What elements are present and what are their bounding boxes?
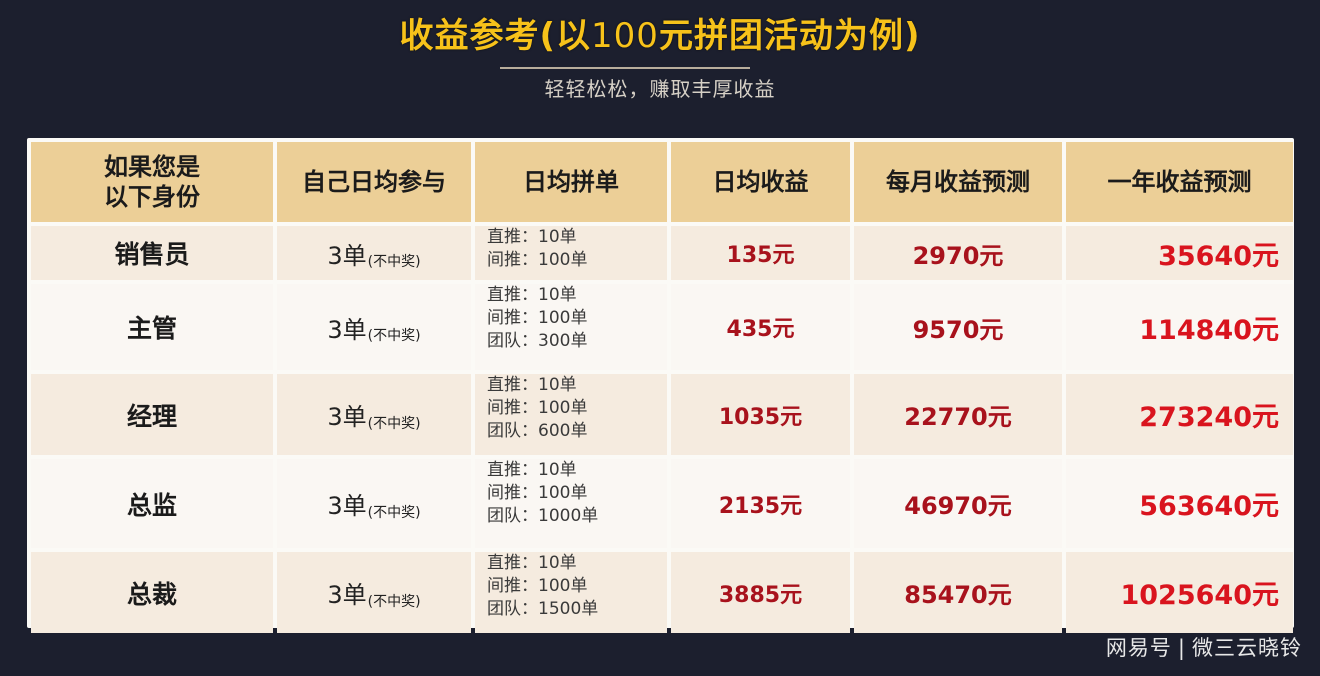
table-row-yearly-income: 273240元 — [1066, 374, 1293, 455]
table-row-orders: 直推：10单 间推：100单 — [475, 226, 667, 280]
watermark-platform: 网易号 — [1105, 636, 1172, 660]
table-row-daily-income: 135元 — [671, 226, 850, 280]
table-row-daily-income: 1035元 — [671, 374, 850, 455]
title-number: 100 — [591, 16, 659, 56]
table-row-yearly-income: 114840元 — [1066, 284, 1293, 370]
table-row-monthly-income: 85470元 — [854, 552, 1062, 633]
table-row-role: 销售员 — [31, 226, 273, 280]
table-row-daily-income: 3885元 — [671, 552, 850, 633]
orders-indirect: 间推：100单 — [487, 308, 588, 328]
table-row-daily-income: 2135元 — [671, 459, 850, 548]
self-orders-note: (不中奖) — [367, 504, 421, 521]
table-row-role: 总裁 — [31, 552, 273, 633]
table-row-yearly-income: 35640元 — [1066, 226, 1293, 280]
column-header-yearly-forecast: 一年收益预测 — [1066, 142, 1293, 222]
table-row-daily-income: 435元 — [671, 284, 850, 370]
orders-team: 团队：600单 — [487, 421, 588, 441]
income-table-grid: 如果您是 以下身份 自己日均参与 日均拼单 日均收益 每月收益预测 一年收益预测 … — [31, 142, 1293, 633]
orders-indirect: 间推：100单 — [487, 398, 588, 418]
orders-direct: 直推：10单 — [487, 375, 577, 395]
subtitle: 轻轻松松，赚取丰厚收益 — [544, 77, 776, 101]
orders-indirect: 间推：100单 — [487, 483, 588, 503]
title-divider — [500, 67, 750, 69]
income-table: 如果您是 以下身份 自己日均参与 日均拼单 日均收益 每月收益预测 一年收益预测 … — [27, 138, 1294, 633]
column-header-identity-line1: 如果您是 — [104, 153, 200, 181]
self-orders-note: (不中奖) — [367, 328, 421, 344]
column-header-daily-orders: 日均拼单 — [475, 142, 667, 222]
table-row-role: 总监 — [31, 459, 273, 548]
table-row-orders: 直推：10单 间推：100单 团队：300单 — [475, 284, 667, 370]
self-orders-note: (不中奖) — [367, 254, 421, 270]
table-row-monthly-income: 9570元 — [854, 284, 1062, 370]
watermark: 网易号 | 微三云晓铃 — [1106, 632, 1302, 662]
self-orders-note: (不中奖) — [367, 593, 421, 610]
page-title: 收益参考(以100元拼团活动为例) — [0, 14, 1320, 58]
self-orders-value: 3单 — [327, 403, 367, 431]
title-prefix: 收益参考(以 — [399, 16, 592, 56]
table-row-orders: 直推：10单 间推：100单 团队：600单 — [475, 374, 667, 455]
orders-direct: 直推：10单 — [487, 460, 577, 480]
table-row-self-orders: 3单 (不中奖) — [277, 552, 471, 633]
orders-direct: 直推：10单 — [487, 227, 577, 247]
column-header-self-daily: 自己日均参与 — [277, 142, 471, 222]
table-row-orders: 直推：10单 间推：100单 团队：1000单 — [475, 459, 667, 548]
self-orders-value: 3单 — [327, 581, 367, 609]
table-row-role: 经理 — [31, 374, 273, 455]
watermark-separator: | — [1177, 636, 1186, 660]
column-header-monthly-forecast: 每月收益预测 — [854, 142, 1062, 222]
self-orders-value: 3单 — [327, 241, 367, 270]
self-orders-value: 3单 — [327, 315, 367, 344]
watermark-author: 微三云晓铃 — [1192, 636, 1302, 660]
column-header-identity: 如果您是 以下身份 — [31, 142, 273, 222]
orders-team: 团队：1000单 — [487, 506, 599, 526]
table-row-yearly-income: 1025640元 — [1066, 552, 1293, 633]
table-row-monthly-income: 2970元 — [854, 226, 1062, 280]
title-suffix: 元拼团活动为例) — [658, 16, 921, 56]
orders-direct: 直推：10单 — [487, 553, 577, 573]
table-row-monthly-income: 22770元 — [854, 374, 1062, 455]
orders-indirect: 间推：100单 — [487, 576, 588, 596]
table-row-yearly-income: 563640元 — [1066, 459, 1293, 548]
column-header-identity-line2: 以下身份 — [104, 183, 200, 211]
table-row-role: 主管 — [31, 284, 273, 370]
table-row-self-orders: 3单 (不中奖) — [277, 459, 471, 548]
table-row-self-orders: 3单 (不中奖) — [277, 226, 471, 280]
table-row-monthly-income: 46970元 — [854, 459, 1062, 548]
self-orders-value: 3单 — [327, 492, 367, 520]
table-row-self-orders: 3单 (不中奖) — [277, 374, 471, 455]
table-row-orders: 直推：10单 间推：100单 团队：1500单 — [475, 552, 667, 633]
column-header-daily-income: 日均收益 — [671, 142, 850, 222]
self-orders-note: (不中奖) — [367, 415, 421, 432]
orders-team: 团队：1500单 — [487, 599, 599, 619]
table-row-self-orders: 3单 (不中奖) — [277, 284, 471, 370]
orders-direct: 直推：10单 — [487, 285, 577, 305]
orders-indirect: 间推：100单 — [487, 250, 588, 270]
orders-team: 团队：300单 — [487, 331, 588, 351]
